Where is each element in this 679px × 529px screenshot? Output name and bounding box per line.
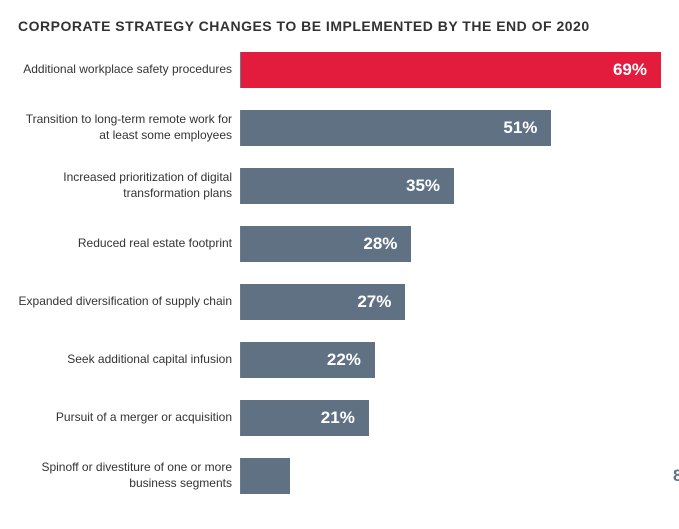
bar-label: Increased prioritization of digital tran… bbox=[18, 170, 240, 201]
bar-label: Expanded diversification of supply chain bbox=[18, 294, 240, 310]
bar-row: Increased prioritization of digital tran… bbox=[18, 168, 661, 204]
bar: 35% bbox=[241, 168, 454, 204]
bar-value: 8% bbox=[673, 466, 679, 486]
bar-label: Seek additional capital infusion bbox=[18, 352, 240, 368]
bar-label: Pursuit of a merger or acquisition bbox=[18, 410, 240, 426]
bar-row: Pursuit of a merger or acquisition 21% bbox=[18, 400, 661, 436]
bar: 27% bbox=[241, 284, 405, 320]
bar-value: 51% bbox=[503, 118, 537, 138]
bar-label: Transition to long-term remote work for … bbox=[18, 112, 240, 143]
bar-cell: 22% bbox=[240, 342, 661, 378]
bar-value: 28% bbox=[363, 234, 397, 254]
bar-cell: 35% bbox=[240, 168, 661, 204]
bar-value: 27% bbox=[357, 292, 391, 312]
bar-cell: 21% bbox=[240, 400, 661, 436]
bar-cell: 69% bbox=[240, 52, 661, 88]
bar-value: 21% bbox=[321, 408, 355, 428]
bar-label: Additional workplace safety procedures bbox=[18, 62, 240, 78]
bar-row: Transition to long-term remote work for … bbox=[18, 110, 661, 146]
bar-row: Expanded diversification of supply chain… bbox=[18, 284, 661, 320]
bar-row: Reduced real estate footprint 28% bbox=[18, 226, 661, 262]
bar: 51% bbox=[241, 110, 551, 146]
bar-cell: 28% bbox=[240, 226, 661, 262]
bar-value: 35% bbox=[406, 176, 440, 196]
bar-row: Spinoff or divestiture of one or more bu… bbox=[18, 458, 661, 494]
bar-cell: 8% bbox=[240, 458, 661, 494]
bar-row: Seek additional capital infusion 22% bbox=[18, 342, 661, 378]
bar-cell: 51% bbox=[240, 110, 661, 146]
chart-title: CORPORATE STRATEGY CHANGES TO BE IMPLEME… bbox=[18, 18, 661, 34]
bar: 21% bbox=[241, 400, 369, 436]
bar-label: Reduced real estate footprint bbox=[18, 236, 240, 252]
bar-value: 22% bbox=[327, 350, 361, 370]
bar: 69% bbox=[241, 52, 661, 88]
bar: 22% bbox=[241, 342, 375, 378]
bar-value: 69% bbox=[613, 60, 647, 80]
bar-cell: 27% bbox=[240, 284, 661, 320]
bar-label: Spinoff or divestiture of one or more bu… bbox=[18, 460, 240, 491]
bar-row: Additional workplace safety procedures 69… bbox=[18, 52, 661, 88]
bar-chart: Additional workplace safety procedures 69… bbox=[18, 52, 661, 494]
bar: 8% bbox=[241, 458, 290, 494]
bar: 28% bbox=[241, 226, 411, 262]
